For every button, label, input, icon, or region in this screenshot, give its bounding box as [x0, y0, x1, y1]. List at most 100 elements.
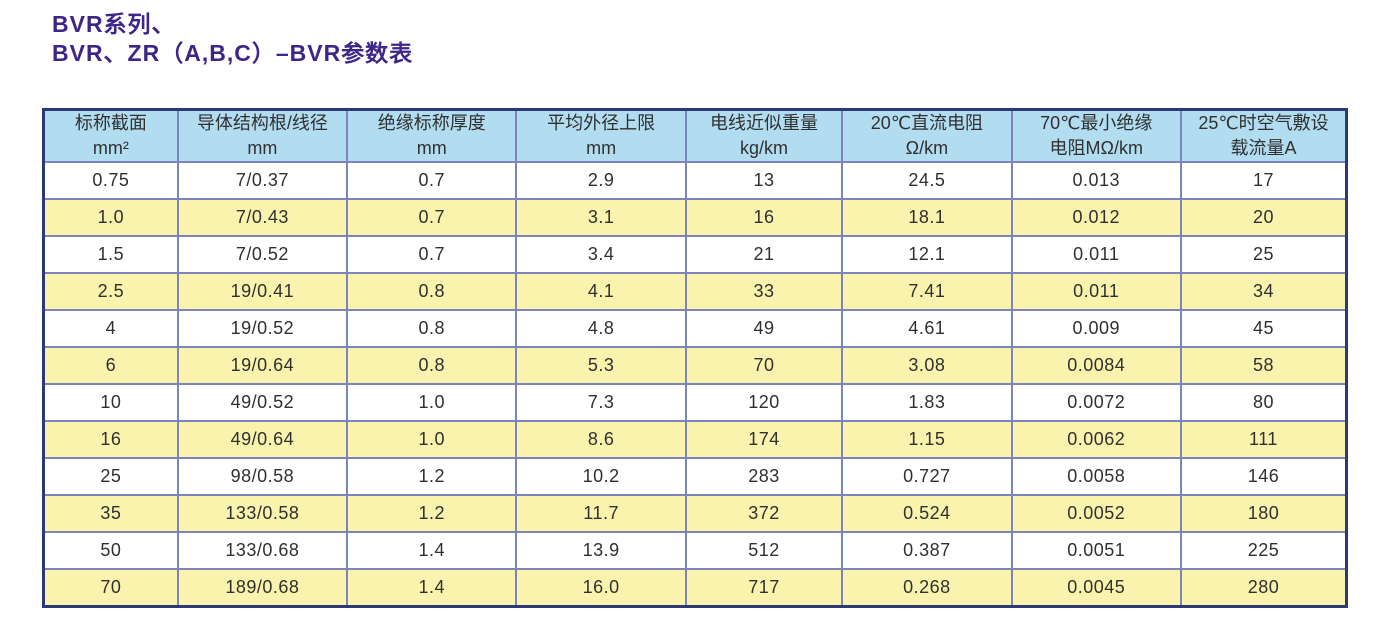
table-cell: 0.7 — [346, 197, 518, 237]
table-cell: 0.011 — [1010, 234, 1182, 274]
table-cell: 225 — [1179, 531, 1348, 571]
table-cell: 10.2 — [515, 457, 687, 497]
column-header-unit: kg/km — [740, 137, 789, 158]
table-cell: 0.011 — [1010, 271, 1182, 311]
table-row: 4 19/0.52 0.8 4.8 49 4.61 0.009 45 — [42, 308, 1348, 348]
table-row: 16 49/0.64 1.0 8.6 174 1.15 0.0062 111 — [42, 420, 1348, 460]
table-cell: 1.0 — [42, 197, 179, 237]
table-cell: 11.7 — [515, 494, 687, 534]
table-cell: 16.0 — [515, 568, 687, 608]
table-cell: 80 — [1179, 382, 1348, 423]
title-line-2: BVR、ZR（A,B,C）–BVR参数表 — [52, 40, 414, 67]
column-header: 平均外径上限 mm — [515, 108, 687, 163]
table-cell: 12.1 — [841, 234, 1013, 274]
table-cell: 1.0 — [346, 420, 518, 460]
column-header: 20℃直流电阻 Ω/km — [841, 108, 1013, 163]
table-cell: 0.0051 — [1010, 531, 1182, 571]
table-cell: 20 — [1179, 197, 1348, 237]
table-cell: 49 — [684, 308, 844, 348]
table-cell: 7/0.52 — [176, 234, 349, 274]
table-cell: 0.8 — [346, 271, 518, 311]
table-cell: 34 — [1179, 271, 1348, 311]
table-cell: 4.1 — [515, 271, 687, 311]
table-cell: 1.4 — [346, 568, 518, 608]
table-cell: 70 — [684, 345, 844, 385]
column-header-unit: 电阻MΩ/km — [1049, 137, 1143, 158]
table-header-row: 标称截面 mm² 导体结构根/线径 mm 绝缘标称厚度 mm 平均外径上限 mm 电线近似重量 k… — [42, 108, 1348, 163]
table-cell: 1.5 — [42, 234, 179, 274]
column-header-title: 25℃时空气敷设 — [1198, 113, 1329, 134]
table-row: 1.5 7/0.52 0.7 3.4 21 12.1 0.011 25 — [42, 234, 1348, 274]
table-cell: 49/0.52 — [176, 382, 349, 423]
column-header-title: 平均外径上限 — [547, 113, 656, 134]
column-header: 绝缘标称厚度 mm — [346, 108, 518, 163]
column-header-title: 20℃直流电阻 — [870, 113, 983, 134]
table-cell: 2.9 — [515, 160, 687, 200]
table-row: 50 133/0.68 1.4 13.9 512 0.387 0.0051 225 — [42, 531, 1348, 571]
table-cell: 1.83 — [841, 382, 1013, 423]
table-cell: 174 — [684, 420, 844, 460]
table-cell: 372 — [684, 494, 844, 534]
table-cell: 0.0045 — [1010, 568, 1182, 608]
table-header: 标称截面 mm² 导体结构根/线径 mm 绝缘标称厚度 mm 平均外径上限 mm 电线近似重量 k… — [42, 108, 1348, 163]
table-cell: 0.524 — [841, 494, 1013, 534]
table-cell: 4.8 — [515, 308, 687, 348]
table-cell: 3.08 — [841, 345, 1013, 385]
column-header: 电线近似重量 kg/km — [684, 108, 844, 163]
table-cell: 0.013 — [1010, 160, 1182, 200]
table-cell: 16 — [42, 420, 179, 460]
table-row: 25 98/0.58 1.2 10.2 283 0.727 0.0058 146 — [42, 457, 1348, 497]
column-header-unit: mm — [586, 137, 617, 158]
table-cell: 0.009 — [1010, 308, 1182, 348]
table-cell: 189/0.68 — [176, 568, 349, 608]
table-cell: 18.1 — [841, 197, 1013, 237]
column-header-title: 绝缘标称厚度 — [377, 113, 486, 134]
table-cell: 25 — [42, 457, 179, 497]
column-header-unit: mm — [416, 137, 447, 158]
column-header-title: 导体结构根/线径 — [196, 113, 328, 134]
table-cell: 0.727 — [841, 457, 1013, 497]
table-cell: 0.0058 — [1010, 457, 1182, 497]
table-cell: 13.9 — [515, 531, 687, 571]
table-cell: 70 — [42, 568, 179, 608]
table-cell: 49/0.64 — [176, 420, 349, 460]
table-cell: 283 — [684, 457, 844, 497]
table-cell: 58 — [1179, 345, 1348, 385]
table-cell: 0.7 — [346, 160, 518, 200]
table-cell: 21 — [684, 234, 844, 274]
table-cell: 45 — [1179, 308, 1348, 348]
table-cell: 5.3 — [515, 345, 687, 385]
column-header-title: 70℃最小绝缘 — [1040, 113, 1153, 134]
table-cell: 7/0.37 — [176, 160, 349, 200]
table-cell: 1.2 — [346, 494, 518, 534]
title-line-1: BVR系列、 — [52, 11, 176, 37]
column-header-unit: 载流量A — [1230, 137, 1297, 158]
table-row: 35 133/0.58 1.2 11.7 372 0.524 0.0052 180 — [42, 494, 1348, 534]
table-cell: 19/0.52 — [176, 308, 349, 348]
table-cell: 0.387 — [841, 531, 1013, 571]
column-header: 标称截面 mm² — [42, 108, 179, 163]
table-cell: 3.4 — [515, 234, 687, 274]
table-cell: 133/0.58 — [176, 494, 349, 534]
table-cell: 0.012 — [1010, 197, 1182, 237]
column-header: 25℃时空气敷设 载流量A — [1179, 108, 1348, 163]
table-cell: 280 — [1179, 568, 1348, 608]
table-cell: 120 — [684, 382, 844, 423]
table-cell: 0.7 — [346, 234, 518, 274]
table-cell: 7.41 — [841, 271, 1013, 311]
table-cell: 19/0.64 — [176, 345, 349, 385]
table-cell: 1.0 — [346, 382, 518, 423]
table-cell: 24.5 — [841, 160, 1013, 200]
table-cell: 180 — [1179, 494, 1348, 534]
table-cell: 0.8 — [346, 308, 518, 348]
table-cell: 1.2 — [346, 457, 518, 497]
table-cell: 10 — [42, 382, 179, 423]
table-cell: 0.0052 — [1010, 494, 1182, 534]
column-header-unit: mm — [247, 137, 278, 158]
table-cell: 133/0.68 — [176, 531, 349, 571]
table-cell: 35 — [42, 494, 179, 534]
table-cell: 17 — [1179, 160, 1348, 200]
column-header-title: 电线近似重量 — [710, 113, 818, 134]
page-title: BVR系列、 BVR、ZR（A,B,C）–BVR参数表 — [52, 10, 413, 69]
